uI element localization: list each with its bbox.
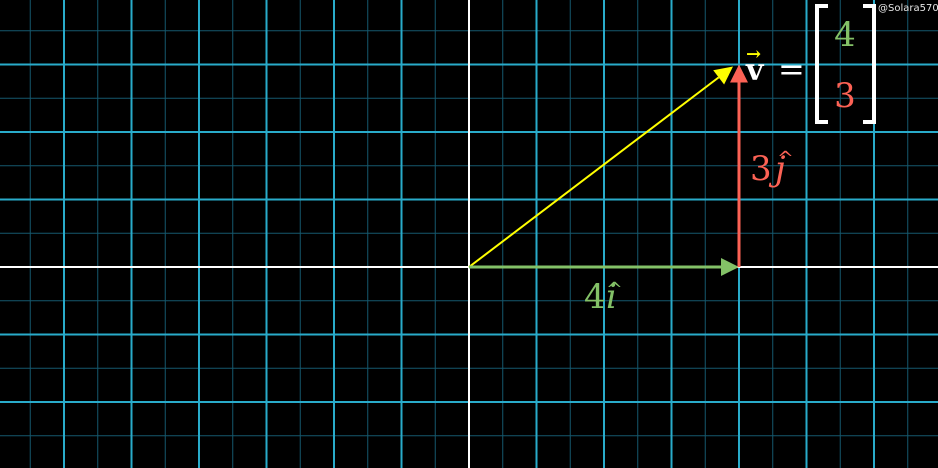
i-hat-tip <box>721 258 739 276</box>
j-hat-component-arrow <box>730 64 748 267</box>
left-bracket <box>815 4 828 124</box>
i-hat-coefficient: 4 <box>584 277 606 317</box>
i-hat-hat-mark: ^ <box>606 277 623 301</box>
i-hat-symbol: i <box>606 277 617 317</box>
i-hat-component-arrow <box>469 258 739 276</box>
equals-sign: = <box>778 50 805 88</box>
right-bracket <box>863 4 876 124</box>
vector-v-arrow-accent: → <box>746 44 761 65</box>
matrix-entry-y: 3 <box>834 76 856 116</box>
j-hat-coefficient: 3 <box>750 149 772 189</box>
vector-v-tip <box>713 66 733 85</box>
vector-equation: v → = 4 3 <box>745 4 876 124</box>
vector-v-symbol: v <box>745 53 765 88</box>
j-hat-tip <box>730 64 748 83</box>
watermark: @Solara570 <box>878 3 938 14</box>
vector-v-shaft <box>468 76 720 268</box>
i-hat-label: 4 i ^ <box>584 277 623 317</box>
matrix-entry-x: 4 <box>834 15 856 55</box>
j-hat-hat-mark: ^ <box>777 146 794 170</box>
vector-v-arrow <box>468 66 733 268</box>
